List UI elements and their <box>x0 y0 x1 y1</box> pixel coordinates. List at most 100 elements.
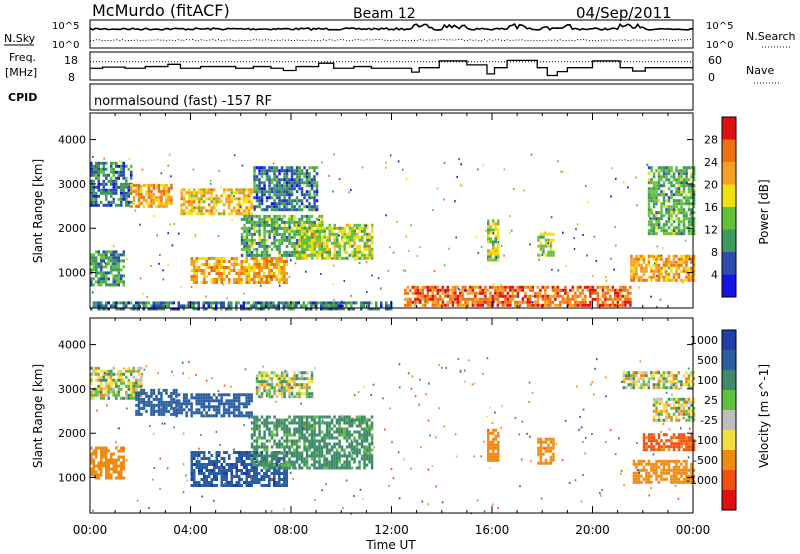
heatmap-cell <box>265 199 269 203</box>
heatmap-cell <box>358 256 361 260</box>
heatmap-cell <box>293 229 296 233</box>
heatmap-cell <box>268 469 271 472</box>
heatmap-cell <box>278 232 281 236</box>
heatmap-cell <box>240 414 243 418</box>
heatmap-cell <box>305 392 309 396</box>
heatmap-cell <box>346 241 349 245</box>
heatmap-cell <box>596 297 600 301</box>
heatmap-cell <box>363 244 366 248</box>
heatmap-cell <box>110 194 113 198</box>
heatmap-cell <box>217 399 221 403</box>
heatmap-cell <box>474 297 477 301</box>
heatmap-cell <box>152 304 155 308</box>
heatmap-cell <box>258 253 261 257</box>
heatmap-cell <box>504 294 507 298</box>
heatmap-cell <box>235 451 238 454</box>
heatmap-cell <box>107 262 110 266</box>
heatmap-cell <box>365 301 368 305</box>
heatmap-cell <box>243 241 246 245</box>
heatmap-cell <box>120 378 123 382</box>
heatmap-cell <box>248 217 251 221</box>
heatmap-cell <box>268 395 271 399</box>
heatmap-cell <box>273 172 276 176</box>
heatmap-cell <box>200 466 203 469</box>
heatmap-cell <box>213 281 216 284</box>
heatmap-cell <box>358 238 361 242</box>
heatmap-cell <box>112 167 115 171</box>
heatmap-cell <box>685 266 688 270</box>
heatmap-cell <box>363 448 366 452</box>
heatmap-cell <box>202 200 206 204</box>
heatmap-cell <box>95 167 98 171</box>
heatmap-cell <box>680 211 683 215</box>
heatmap-cell <box>223 451 226 454</box>
heatmap-cell <box>290 205 294 209</box>
heatmap-cell <box>290 389 294 393</box>
heatmap-cell <box>330 418 334 422</box>
heatmap-cell <box>140 375 143 379</box>
heatmap-cell <box>90 470 93 474</box>
heatmap-cell <box>122 167 125 171</box>
heatmap-cell <box>112 381 115 385</box>
heatmap-cell <box>449 288 452 292</box>
heatmap-cell <box>258 460 261 464</box>
heatmap-cell <box>265 257 268 260</box>
heatmap-cell <box>208 266 211 269</box>
heatmap-cell <box>268 269 271 272</box>
heatmap-cell <box>353 418 356 422</box>
heatmap-cell <box>338 442 341 446</box>
heatmap-cell <box>290 445 294 449</box>
heatmap-cell <box>192 188 196 192</box>
heatmap-cell <box>341 238 344 242</box>
heatmap-cell <box>637 275 641 279</box>
speckle-cell <box>95 165 98 168</box>
heatmap-cell <box>390 307 393 311</box>
heatmap-cell <box>193 272 196 275</box>
heatmap-cell <box>350 421 354 425</box>
heatmap-cell <box>268 214 271 218</box>
heatmap-cell <box>115 268 118 272</box>
heatmap-cell <box>342 301 345 305</box>
heatmap-cell <box>105 194 108 198</box>
heatmap-cell <box>125 194 128 198</box>
heatmap-cell <box>630 263 633 267</box>
heatmap-cell <box>315 199 319 203</box>
heatmap-cell <box>140 378 143 382</box>
heatmap-cell <box>296 232 299 236</box>
heatmap-cell <box>150 400 153 404</box>
heatmap-cell <box>481 297 485 301</box>
heatmap-cell <box>283 418 286 422</box>
heatmap-cell <box>285 469 288 472</box>
heatmap-cell <box>137 391 141 395</box>
heatmap-cell <box>365 421 369 425</box>
heatmap-cell <box>100 283 103 287</box>
heatmap-cell <box>351 253 354 257</box>
heatmap-cell <box>318 442 321 446</box>
heatmap-cell <box>218 260 221 263</box>
heatmap-cell <box>330 466 334 470</box>
heatmap-cell <box>90 381 93 385</box>
heatmap-cell <box>107 458 110 462</box>
heatmap-cell <box>122 301 125 305</box>
heatmap-cell <box>120 194 123 198</box>
heatmap-cell <box>263 181 266 185</box>
heatmap-cell <box>247 393 251 397</box>
heatmap-cell <box>275 220 279 224</box>
heatmap-cell <box>258 380 261 384</box>
heatmap-cell <box>338 256 341 260</box>
heatmap-cell <box>652 193 656 197</box>
heatmap-cell <box>491 300 495 304</box>
heatmap-cell <box>270 421 274 425</box>
heatmap-cell <box>167 201 171 205</box>
heatmap-cell <box>280 463 284 467</box>
heatmap-cell <box>283 380 286 384</box>
heatmap-cell <box>107 277 110 281</box>
heatmap-cell <box>301 223 304 227</box>
heatmap-cell <box>285 226 289 230</box>
heatmap-cell <box>270 208 274 212</box>
heatmap-cell <box>268 460 271 464</box>
heatmap-cell <box>117 384 120 388</box>
heatmap-cell <box>632 278 636 282</box>
speckle-cell <box>92 155 94 158</box>
heatmap-cell <box>110 458 113 462</box>
